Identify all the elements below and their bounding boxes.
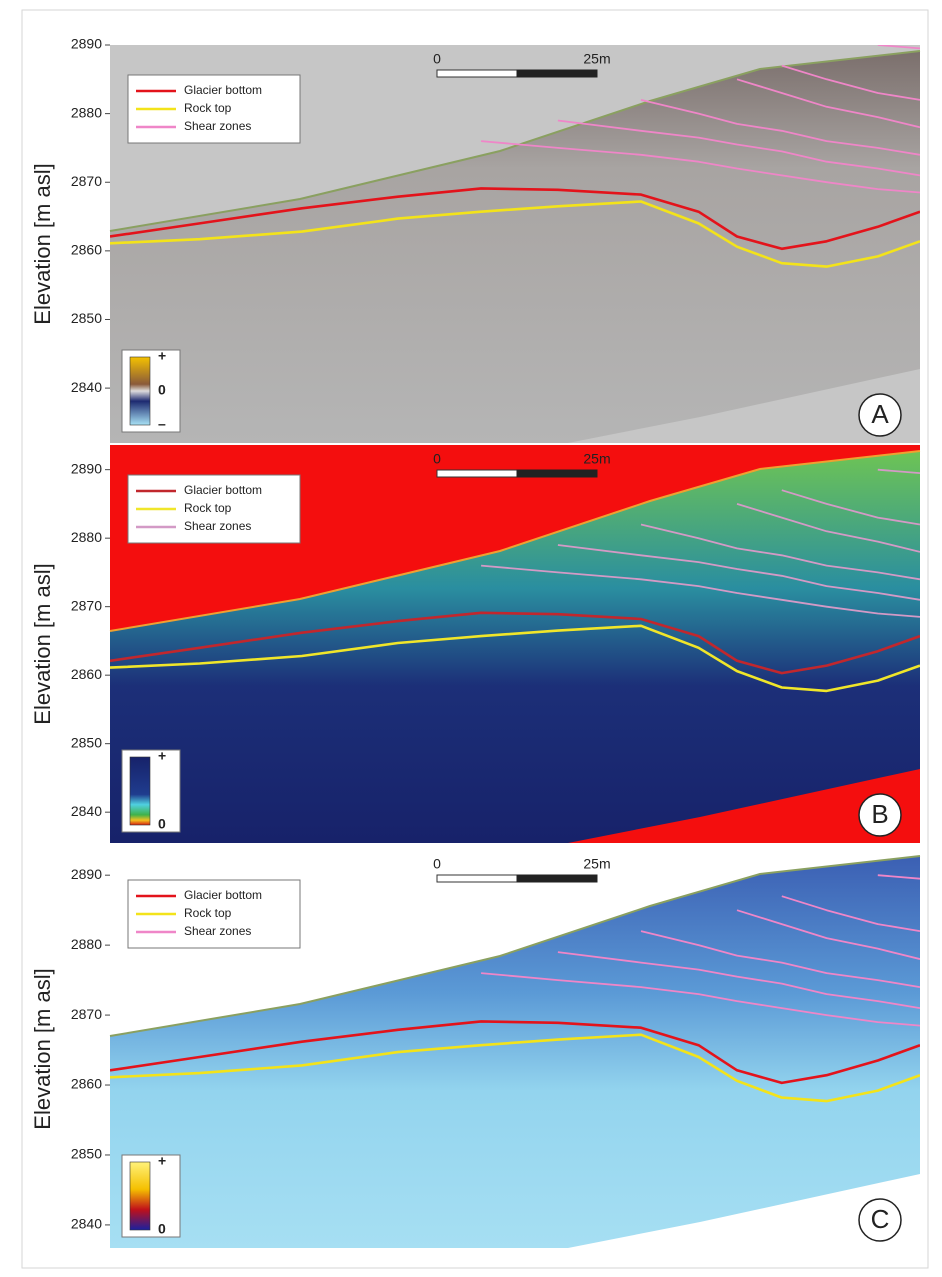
- legend-label: Glacier bottom: [184, 483, 262, 497]
- legend-label: Shear zones: [184, 119, 251, 133]
- colorbar-label: 0: [158, 382, 166, 398]
- interpretation-line: [640, 523, 920, 581]
- colorbar-label: –: [158, 416, 166, 432]
- y-tick-label: 2890: [71, 36, 102, 52]
- radargram: [110, 51, 920, 443]
- surface-edge: [109, 855, 921, 1037]
- y-tick-label: 2880: [71, 104, 102, 120]
- y-tick-label: 2850: [71, 310, 102, 326]
- y-tick-label: 2840: [71, 379, 102, 395]
- y-tick-label: 2890: [71, 866, 102, 882]
- y-tick-label: 2860: [71, 242, 102, 258]
- surface-edge: [109, 450, 921, 632]
- interpretation-line: [640, 99, 920, 156]
- radargram: [110, 856, 920, 1248]
- radargram: [110, 451, 920, 843]
- y-tick-label: 2880: [71, 936, 102, 952]
- interpretation-line: [781, 895, 920, 932]
- panel-letter: C: [871, 1204, 890, 1234]
- y-tick-label: 2850: [71, 1146, 102, 1162]
- y-tick-label: 2870: [71, 1006, 102, 1022]
- y-tick-label: 2840: [71, 1216, 102, 1232]
- panel: Elevation [m asl] 2840 2850 2860 2870 2880 289…: [30, 850, 921, 1248]
- interpretation-line: [110, 624, 920, 693]
- interpretation-line: [736, 78, 920, 129]
- legend-label: Shear zones: [184, 519, 251, 533]
- legend-label: Glacier bottom: [184, 888, 262, 902]
- colorbar-label: +: [158, 1153, 166, 1169]
- colorbar-label: +: [158, 348, 166, 364]
- interpretation-line: [781, 64, 920, 101]
- interpretation-line: [110, 1033, 920, 1103]
- interpretation-line: [877, 874, 920, 880]
- y-axis-title: Elevation [m asl]: [30, 563, 55, 724]
- interpretation-line: [877, 468, 920, 474]
- y-axis-title: Elevation [m asl]: [30, 163, 55, 324]
- panel-letter: B: [871, 799, 888, 829]
- interpretation-line: [877, 45, 920, 50]
- y-tick-label: 2870: [71, 173, 102, 189]
- scale-bar-label: 0: [433, 856, 441, 872]
- scale-bar-black: [516, 469, 598, 478]
- figure-frame: [21, 9, 929, 1269]
- scale-bar-white: [436, 874, 518, 883]
- interpretation-line: [110, 187, 920, 251]
- legend-label: Rock top: [184, 101, 232, 115]
- interpretation-line: [481, 972, 920, 1027]
- scale-bar-black: [516, 874, 598, 883]
- legend-label: Glacier bottom: [184, 83, 262, 97]
- scale-bar-label: 25m: [583, 51, 610, 67]
- y-tick-label: 2890: [71, 460, 102, 476]
- interpretation-line: [110, 611, 920, 675]
- interpretation-line: [557, 544, 920, 601]
- y-tick-label: 2870: [71, 597, 102, 613]
- colorbar-label: 0: [158, 1221, 166, 1237]
- panel-letter: A: [871, 399, 889, 429]
- interpretation-line: [557, 951, 920, 1009]
- legend-label: Rock top: [184, 906, 232, 920]
- legend-label: Rock top: [184, 501, 232, 515]
- y-tick-label: 2860: [71, 666, 102, 682]
- y-axis-title: Elevation [m asl]: [30, 968, 55, 1129]
- scale-bar-white: [436, 69, 518, 78]
- colorbar-label: 0: [158, 816, 166, 832]
- scale-bar-white: [436, 469, 518, 478]
- surface-edge: [109, 50, 921, 232]
- y-tick-label: 2880: [71, 529, 102, 545]
- interpretation-line: [781, 489, 920, 526]
- panel: Elevation [m asl] 2840 2850 2860 2870 2880 289…: [30, 36, 921, 443]
- scale-bar-label: 25m: [583, 451, 610, 467]
- interpretation-line: [640, 930, 920, 988]
- y-tick-label: 2840: [71, 803, 102, 819]
- interpretation-line: [481, 140, 920, 194]
- scale-bar-label: 25m: [583, 856, 610, 872]
- panel: Elevation [m asl] 2840 2850 2860 2870 2880 289…: [30, 445, 921, 843]
- panel-letter-circle: [858, 393, 902, 437]
- y-tick-label: 2860: [71, 1076, 102, 1092]
- panel-letter-circle: [858, 1198, 902, 1242]
- interpretation-line: [557, 119, 920, 177]
- y-tick-label: 2850: [71, 734, 102, 750]
- scale-bar-label: 0: [433, 51, 441, 67]
- panel-letter-circle: [858, 793, 902, 837]
- interpretation-line: [110, 200, 920, 268]
- colorbar: [129, 1161, 151, 1231]
- scale-bar-black: [516, 69, 598, 78]
- colorbar: [129, 356, 151, 426]
- legend-label: Shear zones: [184, 924, 251, 938]
- interpretation-line: [736, 503, 920, 553]
- interpretation-line: [736, 909, 920, 960]
- scale-bar-label: 0: [433, 451, 441, 467]
- colorbar: [129, 756, 151, 826]
- interpretation-line: [110, 1020, 920, 1085]
- colorbar-label: +: [158, 748, 166, 764]
- interpretation-line: [481, 564, 920, 618]
